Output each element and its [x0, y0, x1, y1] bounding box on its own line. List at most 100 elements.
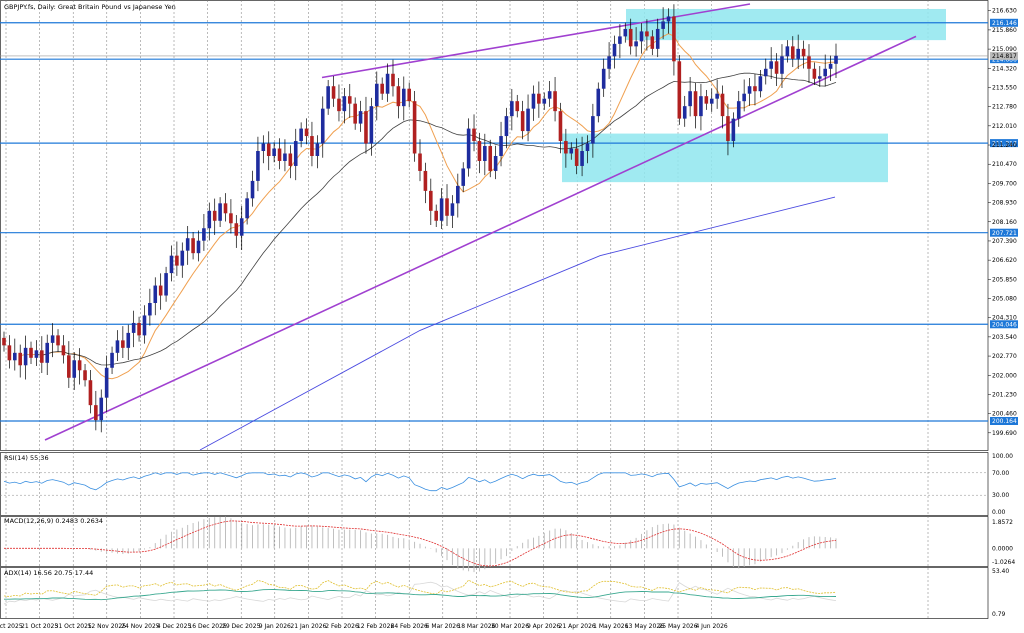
panel-y-tick-label: 0.0000: [992, 545, 1013, 552]
candle-body: [769, 61, 773, 69]
panel-y-tick-label: 53.40: [992, 568, 1009, 575]
candle-body: [688, 91, 692, 107]
candle-body: [196, 240, 201, 254]
y-tick-label: 215.860: [992, 27, 1017, 34]
candle-body: [817, 76, 822, 79]
candle-body: [218, 203, 222, 221]
candle-body: [407, 88, 411, 102]
candle-body: [104, 367, 109, 398]
candle-body: [623, 28, 628, 37]
panel-y-tick-label: -1.0264: [992, 559, 1015, 566]
y-tick-label: 209.700: [992, 180, 1017, 187]
candle-body: [277, 148, 282, 161]
zones-layer: [562, 8, 946, 183]
candle-body: [628, 28, 633, 47]
panel-frame: [0, 567, 989, 619]
candle-body: [466, 128, 471, 169]
candle-body: [758, 76, 763, 92]
candle-body: [639, 31, 644, 42]
candle-body: [326, 86, 330, 109]
candle-body: [693, 91, 698, 117]
x-tick-label: 31 Oct 2025: [55, 623, 92, 630]
y-tick-label: 205.850: [992, 276, 1017, 283]
candle-body: [94, 405, 98, 421]
channel-support-line: [44, 35, 917, 441]
candle-body: [569, 148, 574, 154]
panel-frame: [0, 516, 989, 567]
y-tick-label: 207.390: [992, 238, 1017, 245]
candle-body: [148, 302, 152, 316]
candle-body: [796, 48, 800, 59]
candle-body: [13, 352, 17, 361]
level-tag: [990, 18, 1018, 27]
y-tick-label: 208.160: [992, 219, 1017, 226]
candle-body: [585, 143, 590, 152]
x-tick-label: 13 May 2026: [625, 623, 664, 630]
candle-body: [736, 101, 741, 119]
candle-body: [266, 143, 271, 156]
candle-body: [250, 180, 255, 199]
panel-y-tick-label: 30.00: [992, 492, 1009, 499]
candle-body: [477, 141, 482, 161]
candle-body: [396, 86, 401, 107]
y-tick-label: 212.780: [992, 104, 1017, 111]
candle-body: [212, 210, 217, 221]
candle-body: [72, 360, 77, 378]
candle-body: [828, 63, 833, 69]
candle-body: [67, 355, 71, 378]
candle-body: [423, 170, 428, 191]
candle-body: [83, 370, 87, 381]
x-tick-label: 18 Mar 2026: [457, 623, 495, 630]
adx-label: ADX(14) 16.56 20.75 17.44: [4, 569, 93, 577]
candle-body: [369, 106, 374, 144]
x-tick-label: 12 Feb 2026: [357, 623, 395, 630]
candle-body: [239, 218, 244, 236]
candle-body: [29, 347, 33, 358]
candle-body: [385, 73, 390, 94]
y-tick-label: 216.630: [992, 8, 1017, 15]
candle-body: [180, 250, 185, 266]
candle-body: [99, 397, 104, 421]
candle-body: [131, 322, 136, 333]
candle-body: [434, 210, 439, 221]
candle-body: [785, 46, 790, 57]
x-tick-label: 4 Dec 2025: [157, 623, 192, 630]
panel-y-tick-label: 0.00: [992, 509, 1006, 516]
candle-body: [542, 98, 547, 104]
candle-body: [715, 93, 719, 99]
supply-demand-zone: [562, 133, 888, 183]
candle-body: [747, 86, 752, 94]
candle-body: [56, 335, 60, 346]
candle-body: [429, 190, 433, 211]
y-tick-label: 213.550: [992, 84, 1017, 91]
y-tick-label: 202.770: [992, 353, 1017, 360]
panel-y-tick-label: 0.79: [992, 611, 1006, 618]
rsi-label: RSI(14) 55.36: [4, 454, 49, 462]
candle-body: [50, 335, 55, 343]
x-tick-label: 30 Mar 2026: [491, 623, 529, 630]
panel-y-tick-label: 70.00: [992, 470, 1009, 477]
candle-body: [126, 332, 131, 348]
candle-body: [709, 98, 714, 104]
candle-body: [596, 88, 601, 117]
level-tag: [990, 228, 1018, 237]
candle-body: [320, 108, 325, 144]
candle-body: [493, 155, 498, 171]
y-tick-label: 200.460: [992, 411, 1017, 418]
candle-body: [591, 116, 595, 144]
candle-body: [445, 198, 449, 216]
candle-body: [315, 143, 320, 156]
panel-frame: [0, 452, 989, 516]
candle-body: [456, 185, 460, 204]
candle-body: [780, 56, 784, 74]
level-tag: [990, 416, 1018, 425]
x-tick-label: 1 May 2026: [593, 623, 628, 630]
candle-body: [115, 340, 120, 353]
y-tick-label: 203.540: [992, 334, 1017, 341]
candle-body: [288, 153, 293, 166]
candle-body: [720, 93, 725, 117]
candle-body: [229, 213, 233, 224]
x-tick-label: 24 Feb 2026: [391, 623, 429, 630]
